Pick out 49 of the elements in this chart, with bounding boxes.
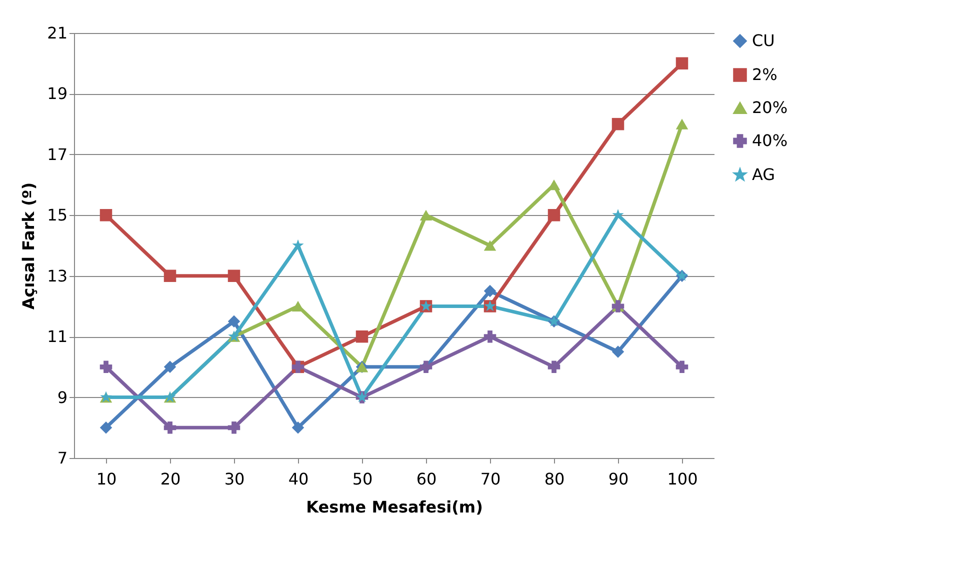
x-tick-label: 40 — [288, 470, 309, 488]
point — [484, 240, 496, 251]
x-tick-label: 20 — [160, 470, 181, 488]
point — [676, 57, 688, 70]
point — [164, 422, 176, 434]
y-tick-label: 7 — [57, 448, 68, 468]
x-tick-label: 50 — [352, 470, 373, 488]
point — [356, 330, 368, 343]
x-tick-label: 80 — [544, 470, 565, 488]
point — [612, 209, 624, 220]
point — [548, 209, 560, 222]
x-tick-label: 70 — [480, 470, 501, 488]
point — [484, 330, 496, 343]
point — [228, 270, 240, 282]
point — [292, 422, 304, 434]
y-tick-label: 11 — [47, 327, 68, 346]
point — [228, 422, 240, 434]
legend-label: AG — [752, 165, 776, 184]
point — [484, 284, 496, 298]
legend-label: 20% — [752, 98, 788, 117]
x-tick-label: 90 — [608, 470, 629, 488]
y-tick-label: 9 — [57, 388, 68, 407]
legend-label: 40% — [752, 131, 788, 150]
point — [164, 360, 176, 374]
y-tick-label: 21 — [47, 24, 68, 42]
legend-label: 2% — [752, 65, 778, 84]
y-tick-label: 15 — [47, 206, 68, 225]
legend-label: CU — [752, 31, 775, 50]
point — [612, 118, 624, 130]
y-tick-label: 13 — [47, 266, 68, 286]
point — [164, 270, 176, 282]
point — [228, 315, 240, 328]
y-tick-label: 19 — [47, 84, 68, 104]
y-tick-label: 17 — [47, 144, 68, 164]
point — [548, 360, 560, 374]
point — [100, 422, 112, 434]
x-tick-label: 60 — [416, 470, 437, 488]
x-tick-label: 100 — [667, 470, 698, 488]
x-axis-title: Kesme Mesafesi(m) — [306, 498, 483, 516]
x-tick-label: 30 — [224, 470, 245, 488]
point — [292, 239, 304, 250]
x-tick-label: 10 — [96, 470, 117, 488]
point — [612, 346, 624, 358]
y-axis-title: Açısal Fark (º) — [19, 182, 38, 310]
point — [100, 360, 112, 374]
point — [676, 118, 688, 130]
point — [100, 209, 112, 222]
point — [676, 360, 688, 374]
point — [420, 210, 432, 220]
